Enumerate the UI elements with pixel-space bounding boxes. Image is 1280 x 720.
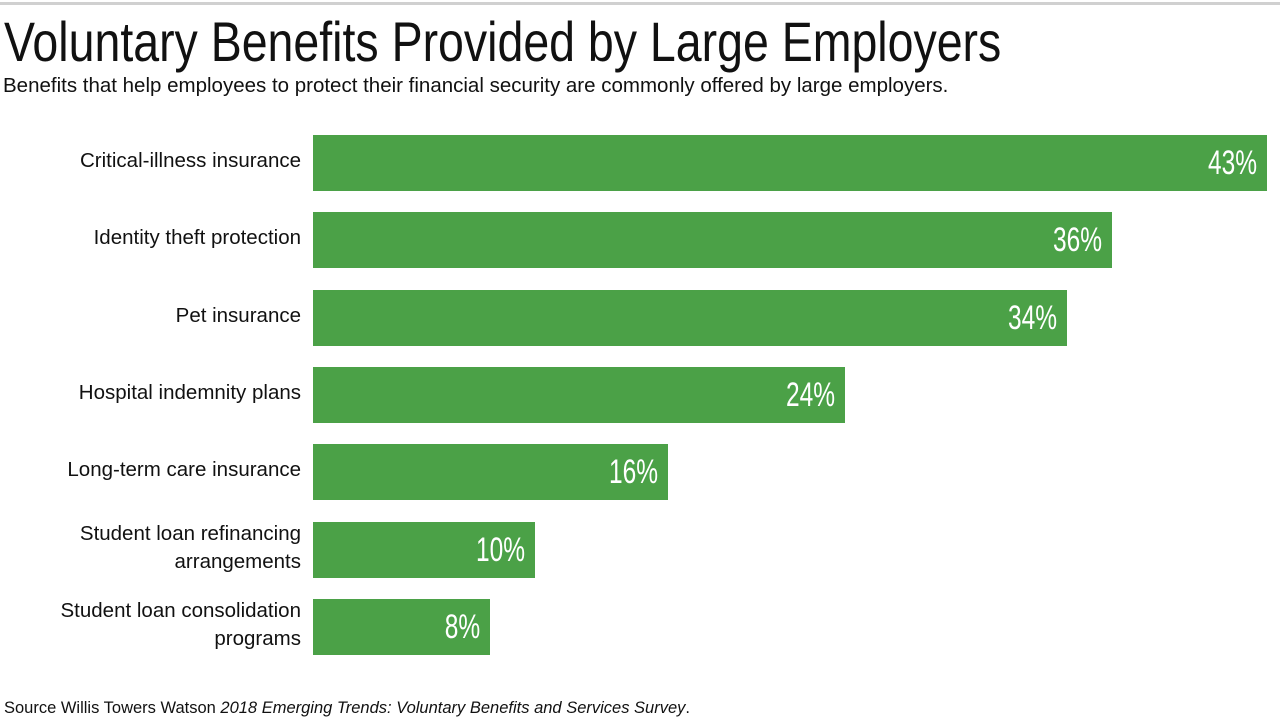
- category-label: Student loan refinancing arrangements: [1, 520, 301, 576]
- category-label-line: Student loan consolidation: [60, 598, 302, 622]
- bar: [313, 521, 535, 578]
- category-label: Pet insurance: [1, 302, 301, 330]
- value-label: 8%: [445, 607, 481, 646]
- bar: [313, 212, 1112, 269]
- bar: [313, 289, 1068, 346]
- value-label: 16%: [608, 453, 658, 492]
- category-label: Long-term care insurance: [1, 456, 301, 484]
- source-title: 2018 Emerging Trends: Voluntary Benefits…: [220, 699, 686, 717]
- chart-subtitle: Benefits that help employees to protect …: [3, 74, 949, 97]
- category-label: Critical-illness insurance: [1, 147, 301, 175]
- category-label-line: programs: [214, 626, 301, 650]
- value-label: 34%: [1008, 298, 1058, 337]
- bar: [313, 598, 491, 655]
- source-suffix: .: [685, 699, 690, 717]
- bar: [313, 444, 668, 501]
- category-label-line: Long-term care insurance: [67, 458, 301, 482]
- category-label: Hospital indemnity plans: [1, 379, 301, 407]
- value-label: 24%: [786, 375, 836, 414]
- category-label-line: Identity theft protection: [93, 226, 301, 250]
- bar: [313, 135, 1267, 191]
- category-label-line: Pet insurance: [175, 303, 301, 327]
- bar: [313, 366, 846, 423]
- category-label-line: Critical-illness insurance: [79, 149, 301, 172]
- source-prefix: Source Willis Towers Watson: [4, 699, 221, 717]
- value-label: 43%: [1207, 144, 1257, 182]
- value-label: 10%: [475, 530, 525, 569]
- category-label: Identity theft protection: [1, 224, 301, 252]
- source-note: Source Willis Towers Watson 2018 Emergin…: [4, 697, 690, 719]
- category-label-line: arrangements: [174, 549, 301, 573]
- category-label-line: Student loan refinancing: [79, 521, 301, 545]
- category-label: Student loan consolidation programs: [1, 597, 302, 653]
- value-label: 36%: [1052, 221, 1102, 260]
- top-rule: [0, 2, 1280, 5]
- category-label-line: Hospital indemnity plans: [78, 380, 301, 404]
- chart-title: Voluntary Benefits Provided by Large Emp…: [4, 10, 1002, 73]
